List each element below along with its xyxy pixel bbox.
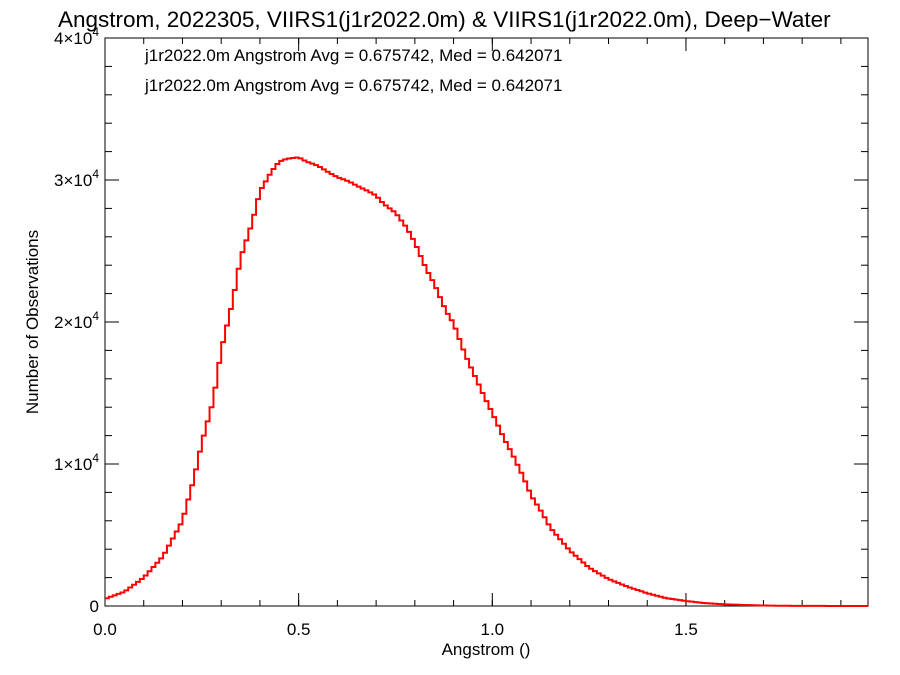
y-tick-exponent: 4 bbox=[92, 167, 99, 181]
y-tick-exponent: 4 bbox=[92, 25, 99, 39]
plot-area bbox=[104, 37, 869, 607]
major-ticks bbox=[104, 37, 868, 607]
y-tick-label: 2×104 bbox=[54, 309, 99, 332]
annotation-red: j1r2022.0m Angstrom Avg = 0.675742, Med … bbox=[144, 76, 562, 95]
x-tick-label: 0.5 bbox=[287, 620, 311, 639]
x-tick-labels: 0.0 0.5 1.0 1.5 bbox=[93, 620, 698, 639]
y-tick-base: 3×10 bbox=[54, 171, 92, 190]
x-tick-label: 0.0 bbox=[93, 620, 117, 639]
plot-frame bbox=[104, 37, 869, 607]
series-line-red bbox=[105, 156, 868, 607]
y-tick-exponent: 4 bbox=[92, 309, 99, 323]
y-tick-exponent: 4 bbox=[92, 451, 99, 465]
minor-ticks bbox=[105, 38, 868, 606]
x-axis-label: Angstrom () bbox=[442, 640, 531, 659]
y-tick-label: 4×104 bbox=[54, 25, 99, 48]
y-tick-base: 4×10 bbox=[54, 29, 92, 48]
y-tick-base: 0 bbox=[90, 597, 99, 616]
x-tick-label: 1.5 bbox=[674, 620, 698, 639]
y-tick-base: 2×10 bbox=[54, 313, 92, 332]
y-axis-label: Number of Observations bbox=[23, 230, 42, 414]
y-tick-label: 0 bbox=[90, 597, 99, 616]
chart-title: Angstrom, 2022305, VIIRS1(j1r2022.0m) & … bbox=[58, 7, 831, 32]
annotation-black: j1r2022.0m Angstrom Avg = 0.675742, Med … bbox=[144, 46, 562, 65]
y-tick-label: 3×104 bbox=[54, 167, 99, 190]
y-tick-base: 1×10 bbox=[54, 455, 92, 474]
x-tick-label: 1.0 bbox=[480, 620, 504, 639]
y-tick-label: 1×104 bbox=[54, 451, 99, 474]
